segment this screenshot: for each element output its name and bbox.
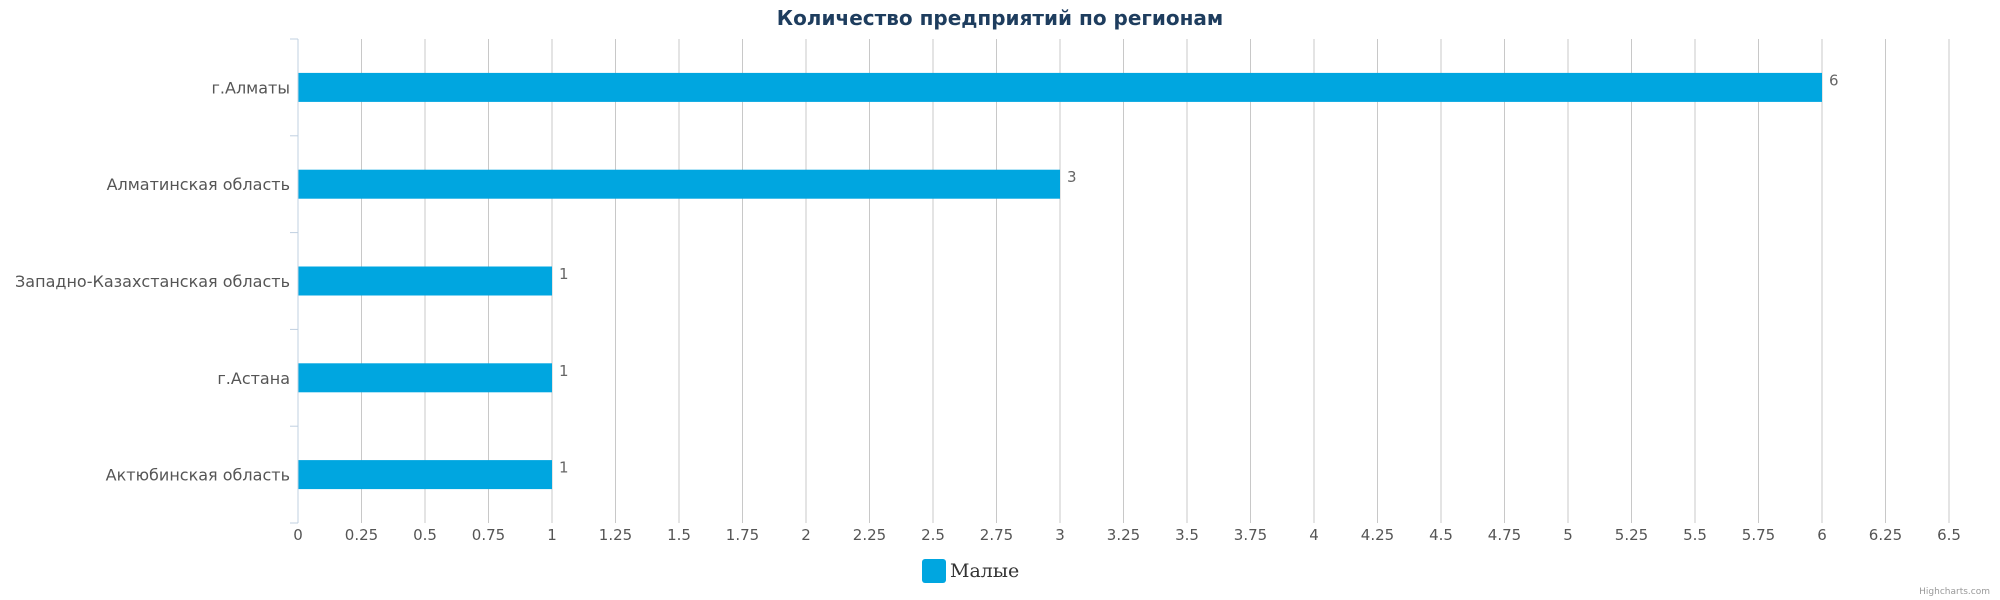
x-tick-label: 0.75	[472, 526, 505, 544]
x-tick-label: 4.5	[1429, 526, 1453, 544]
x-tick-label: 3.5	[1175, 526, 1199, 544]
data-labels: 6 3 1 1 1	[559, 71, 1839, 476]
x-tick-label: 2.75	[980, 526, 1013, 544]
x-tick-label: 6	[1817, 526, 1827, 544]
x-tick-label: 2.25	[853, 526, 886, 544]
category-label: Западно-Казахстанская область	[15, 272, 290, 291]
x-tick-label: 6.25	[1869, 526, 1902, 544]
x-tick-label: 3	[1055, 526, 1065, 544]
category-label: Актюбинская область	[106, 466, 290, 485]
x-tick-label: 1.5	[667, 526, 691, 544]
data-label: 1	[559, 459, 569, 477]
data-label: 1	[559, 362, 569, 380]
legend: Малые	[922, 559, 1019, 583]
grid-lines	[361, 39, 1950, 523]
bar[interactable]	[298, 460, 552, 490]
bar[interactable]	[298, 363, 552, 393]
x-tick-label: 2	[801, 526, 811, 544]
category-label: Алматинская область	[107, 175, 290, 194]
category-axis: г.Алматы Алматинская область Западно-Казах…	[15, 38, 299, 524]
x-tick-label: 1.25	[599, 526, 632, 544]
x-tick-label: 0.5	[413, 526, 437, 544]
x-tick-label: 0	[293, 526, 303, 544]
bar[interactable]	[298, 72, 1822, 102]
x-tick-label: 5.75	[1742, 526, 1775, 544]
data-label: 1	[559, 265, 569, 283]
x-tick-label: 1.75	[726, 526, 759, 544]
data-label: 6	[1829, 71, 1839, 89]
x-tick-label: 1	[547, 526, 557, 544]
x-tick-label: 0.25	[345, 526, 378, 544]
bar[interactable]	[298, 266, 552, 296]
category-label: г.Алматы	[212, 78, 291, 97]
value-axis: 0 0.25 0.5 0.75 1 1.25 1.5 1.75 2 2.25 2.5 2.75 3 3.2…	[293, 526, 1961, 544]
x-tick-label: 5.5	[1683, 526, 1707, 544]
bar[interactable]	[298, 169, 1060, 199]
legend-swatch[interactable]	[922, 559, 946, 583]
x-tick-label: 3.75	[1234, 526, 1267, 544]
x-tick-label: 5	[1563, 526, 1573, 544]
category-label: г.Астана	[217, 369, 290, 388]
bars	[298, 72, 1822, 490]
x-tick-label: 4.75	[1488, 526, 1521, 544]
legend-item-label[interactable]: Малые	[950, 560, 1019, 582]
chart-title: Количество предприятий по регионам	[777, 6, 1224, 30]
x-tick-label: 3.25	[1107, 526, 1140, 544]
data-label: 3	[1067, 168, 1077, 186]
credits[interactable]: Highcharts.com	[1919, 587, 1990, 597]
x-tick-label: 4	[1309, 526, 1319, 544]
x-tick-label: 2.5	[921, 526, 945, 544]
x-tick-label: 6.5	[1937, 526, 1961, 544]
x-tick-label: 5.25	[1615, 526, 1648, 544]
x-tick-label: 4.25	[1361, 526, 1394, 544]
